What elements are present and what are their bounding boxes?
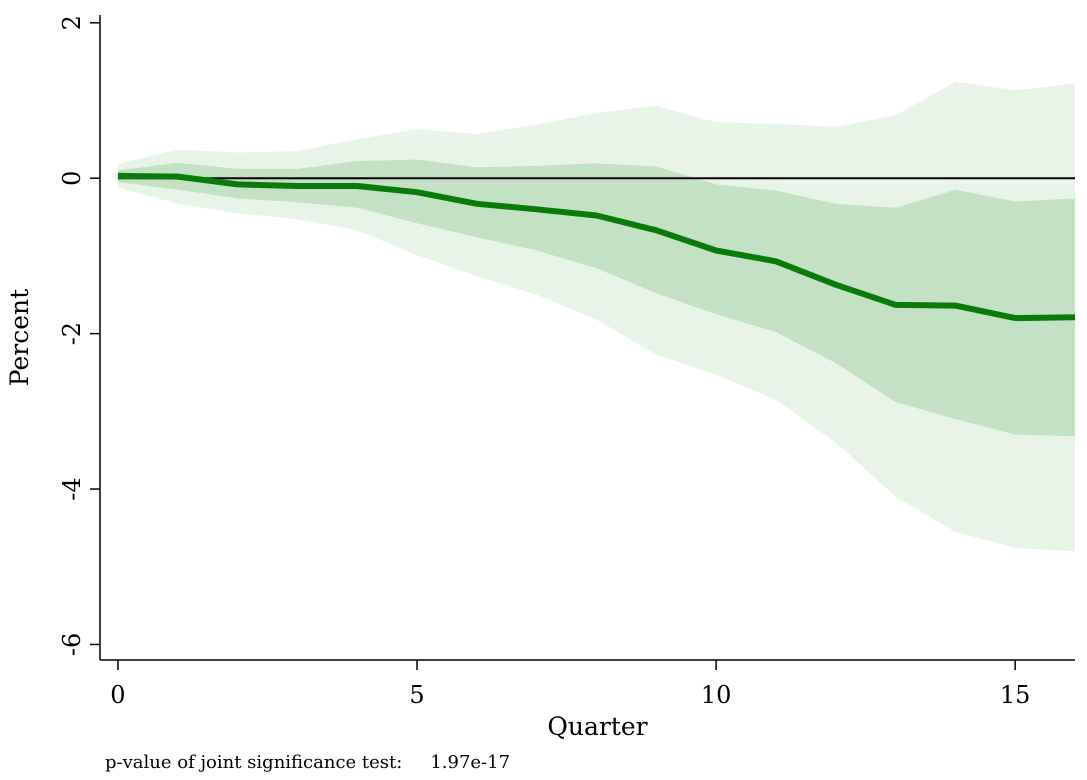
y-tick-label: -4 [58,477,86,500]
note-label: p-value of joint significance test: [105,752,403,773]
y-tick-label: 0 [58,171,86,186]
x-tick-label: 5 [409,681,424,709]
point-estimate-line [117,172,1076,322]
y-tick-label: 2 [58,15,86,30]
confidence-bands [117,81,1075,552]
x-tick-label: 15 [1000,681,1031,709]
y-tick-label: -6 [58,633,86,656]
x-tick-label: 10 [701,681,732,709]
y-tick-label: -2 [58,322,86,345]
x-tick-label: 0 [110,681,125,709]
inner-confidence-band [117,159,1075,437]
y-axis-title: Percent [5,289,34,386]
p-value: 1.97e-17 [430,752,511,773]
joint-significance-note: p-value of joint significance test: 1.97e… [105,752,510,773]
x-axis-title: Quarter [547,712,647,741]
axes: -6 -4 -2 0 2 0 5 10 15 [58,15,1075,709]
irf-chart: -6 -4 -2 0 2 0 5 10 15 Percent Quarter [5,15,1076,741]
